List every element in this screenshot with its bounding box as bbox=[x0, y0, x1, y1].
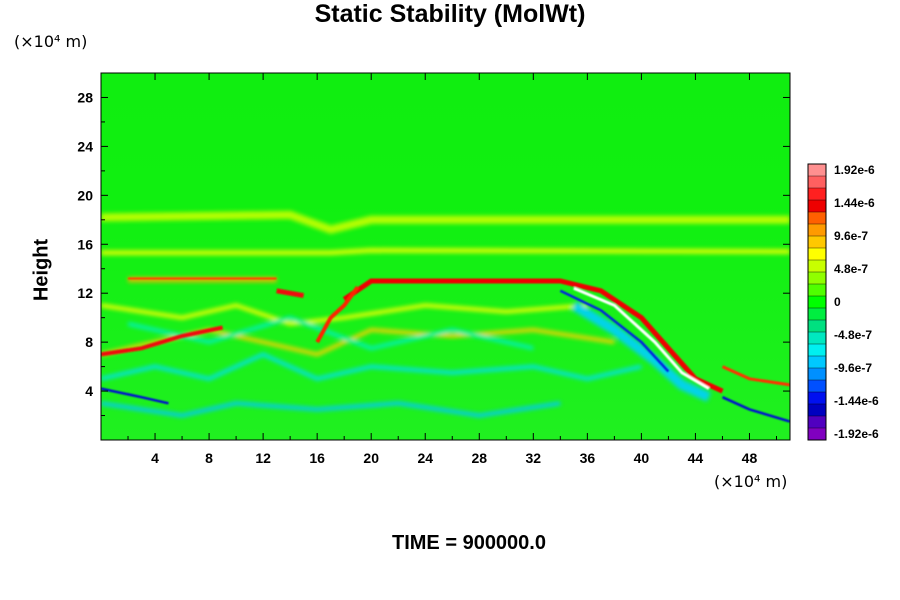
colorbar-swatch bbox=[808, 368, 826, 381]
y-tick-label: 12 bbox=[77, 285, 93, 301]
colorbar-swatch bbox=[808, 320, 826, 333]
x-tick-label: 24 bbox=[417, 450, 433, 466]
x-tick-label: 16 bbox=[309, 450, 325, 466]
colorbar-swatch bbox=[808, 332, 826, 345]
colorbar-swatch bbox=[808, 344, 826, 357]
column-red-feature bbox=[315, 285, 360, 344]
front-blue-edge bbox=[559, 289, 670, 373]
colorbar-swatch bbox=[808, 188, 826, 201]
y-axis-unit: (×10⁴ m) bbox=[14, 32, 88, 51]
colorbar-frame bbox=[807, 163, 827, 441]
chart-title: Static Stability (MolWt) bbox=[314, 0, 586, 28]
colorbar-swatch bbox=[808, 428, 826, 441]
x-tick-label: 44 bbox=[688, 450, 704, 466]
low-level-wave-4 bbox=[127, 315, 534, 351]
stability-field bbox=[101, 210, 790, 423]
y-tick-label: 24 bbox=[77, 138, 93, 154]
front-underside bbox=[571, 301, 711, 402]
x-tick-label: 12 bbox=[255, 450, 271, 466]
x-tick-label: 8 bbox=[205, 450, 213, 466]
colorbar-label: -1.44e-6 bbox=[834, 394, 879, 408]
left-red-streak bbox=[101, 325, 224, 357]
colorbar-swatch bbox=[808, 284, 826, 297]
colorbar-swatch bbox=[808, 248, 826, 261]
colorbar-label: 4.8e-7 bbox=[834, 262, 868, 276]
x-tick-label: 36 bbox=[580, 450, 596, 466]
y-tick-label: 4 bbox=[85, 383, 93, 399]
right-red-streak bbox=[721, 365, 790, 387]
colorbar-swatch bbox=[808, 392, 826, 405]
low-level-wave-2 bbox=[101, 401, 561, 418]
upper-layer-band bbox=[101, 210, 790, 234]
colorbar-swatch bbox=[808, 164, 826, 177]
colorbar-swatch bbox=[808, 416, 826, 429]
plot-frame bbox=[100, 72, 791, 441]
colorbar-label: 1.92e-6 bbox=[834, 163, 875, 177]
colorbar-swatch bbox=[808, 212, 826, 225]
small-red-patch bbox=[276, 288, 305, 299]
tropopause-red-band bbox=[342, 278, 724, 394]
front-saturated-core bbox=[573, 286, 710, 390]
low-level-wave-3 bbox=[101, 303, 588, 326]
colorbar-swatch bbox=[808, 308, 826, 321]
time-label: TIME = 900000.0 bbox=[392, 532, 546, 554]
colorbar-swatch bbox=[808, 404, 826, 417]
x-tick-label: 32 bbox=[526, 450, 542, 466]
colorbar-swatch bbox=[808, 236, 826, 249]
colorbar-swatch bbox=[808, 356, 826, 369]
low-level-wave-0 bbox=[101, 352, 642, 381]
colorbar-swatch bbox=[808, 200, 826, 213]
y-tick-label: 16 bbox=[77, 236, 93, 252]
left-blue-streak bbox=[101, 387, 169, 405]
y-tick-label: 28 bbox=[77, 89, 93, 105]
x-tick-label: 40 bbox=[634, 450, 650, 466]
x-tick-label: 4 bbox=[151, 450, 159, 466]
y-tick-label: 8 bbox=[85, 334, 93, 350]
colorbar-swatch bbox=[808, 176, 826, 189]
colorbar-swatch bbox=[808, 296, 826, 309]
colorbar-label: 1.44e-6 bbox=[834, 196, 875, 210]
x-tick-label: 48 bbox=[742, 450, 758, 466]
y-tick-label: 20 bbox=[77, 187, 93, 203]
x-tick-label: 28 bbox=[471, 450, 487, 466]
colorbar-swatch bbox=[808, 380, 826, 393]
colorbar-label: 0 bbox=[834, 295, 841, 309]
mid-layer-band bbox=[101, 247, 790, 256]
x-axis-unit: (×10⁴ m) bbox=[714, 472, 788, 491]
colorbar-label: -4.8e-7 bbox=[834, 328, 872, 342]
colorbar-swatch bbox=[808, 260, 826, 273]
colorbar-label: -9.6e-7 bbox=[834, 361, 872, 375]
right-blue-streak bbox=[721, 396, 790, 423]
colorbar-label: 9.6e-7 bbox=[834, 229, 868, 243]
colorbar-swatch bbox=[808, 272, 826, 285]
colorbar-swatch bbox=[808, 224, 826, 237]
x-tick-label: 20 bbox=[363, 450, 379, 466]
colorbar-label: -1.92e-6 bbox=[834, 427, 879, 441]
